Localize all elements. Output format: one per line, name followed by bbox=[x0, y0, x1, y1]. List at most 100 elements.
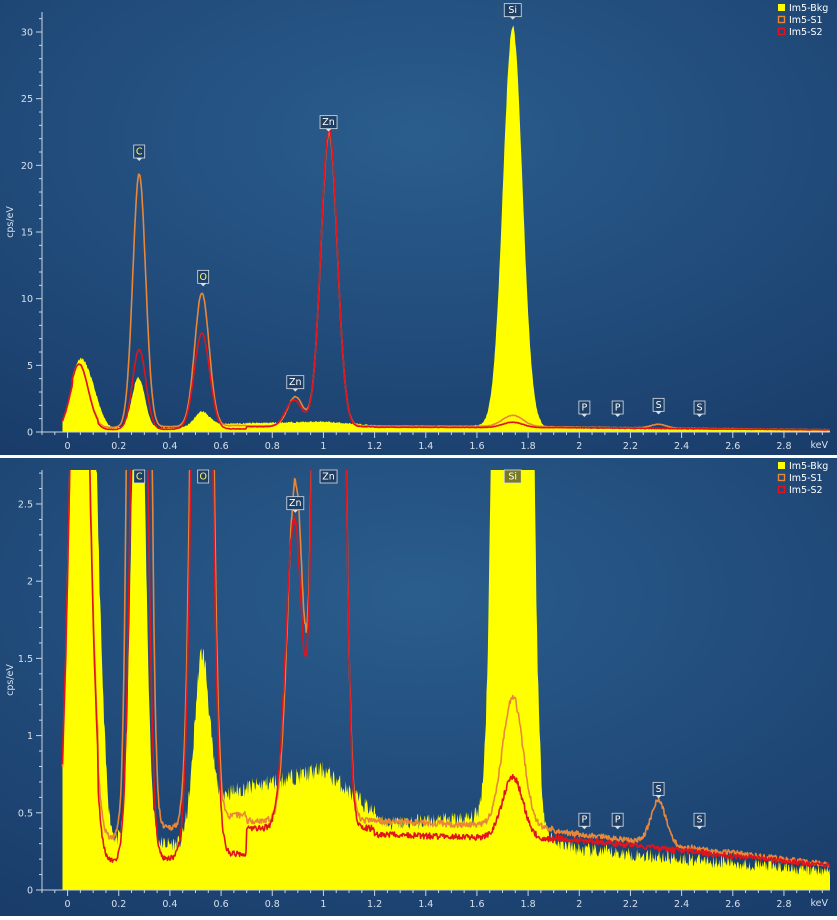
legend-item[interactable]: Im5-S2 bbox=[777, 27, 823, 38]
spectrum-panel-zoomed: 0 0.2 0.4 0.6 0.8 1 1.2 1.4 1.6 1.8 2 2.2 2.4 2.6 2.8 k… bbox=[0, 458, 837, 916]
peak-marker-zn[interactable]: Zn bbox=[286, 375, 305, 392]
peak-marker-zn[interactable]: Zn bbox=[286, 496, 305, 513]
peak-marker-label: S bbox=[656, 784, 662, 795]
x-tick-label: 0.4 bbox=[162, 441, 177, 452]
y-tick-label: 2 bbox=[27, 577, 33, 588]
spectrum-chart-bottom: 0 0.2 0.4 0.6 0.8 1 1.2 1.4 1.6 1.8 2 2.2 2.4 2.6 2.8 k… bbox=[0, 458, 837, 916]
x-tick-label: 2.2 bbox=[623, 899, 638, 910]
y-tick-label: 25 bbox=[21, 94, 33, 105]
peak-marker-s[interactable]: S bbox=[652, 397, 665, 415]
peak-marker-o[interactable]: O bbox=[197, 269, 210, 287]
x-tick-label: 1 bbox=[320, 441, 326, 452]
y-tick-label: 0 bbox=[27, 428, 33, 439]
y-tick-label: 1 bbox=[27, 731, 33, 742]
x-tick-label: 0.8 bbox=[265, 441, 280, 452]
x-tick-label: 2.8 bbox=[776, 899, 791, 910]
series-im5-s2 bbox=[61, 470, 830, 869]
peak-marker-label: O bbox=[199, 272, 206, 283]
peak-marker-label: S bbox=[697, 403, 703, 414]
series-im5-s1 bbox=[61, 470, 830, 868]
legend-label: Im5-S1 bbox=[789, 473, 823, 484]
peak-marker-o[interactable]: O bbox=[197, 469, 210, 484]
legend-item[interactable]: Im5-S2 bbox=[777, 485, 823, 496]
peak-marker-s[interactable]: S bbox=[652, 781, 665, 799]
peak-marker-p[interactable]: P bbox=[611, 812, 624, 830]
peak-marker-s[interactable]: S bbox=[693, 812, 706, 830]
legend-item[interactable]: Im5-S1 bbox=[777, 473, 823, 484]
peak-marker-label: Si bbox=[508, 5, 517, 16]
y-tick-label: 15 bbox=[21, 228, 33, 239]
x-tick-label: 1.6 bbox=[469, 441, 484, 452]
legend-label: Im5-Bkg bbox=[789, 3, 828, 14]
y-tick-label: 1.5 bbox=[18, 654, 33, 665]
x-tick-label: 2.8 bbox=[776, 441, 791, 452]
x-tick-label: 1.2 bbox=[367, 899, 382, 910]
peak-marker-label: Zn bbox=[289, 377, 302, 388]
peak-marker-zn[interactable]: Zn bbox=[319, 469, 338, 484]
y-tick-label: 2.5 bbox=[18, 499, 33, 510]
x-tick-label: 2.4 bbox=[674, 441, 689, 452]
series-im5-bkg bbox=[62, 25, 830, 432]
legend-item[interactable]: Im5-Bkg bbox=[778, 461, 828, 472]
legend-label: Im5-Bkg bbox=[789, 461, 828, 472]
x-tick-label: 0.8 bbox=[265, 899, 280, 910]
peak-marker-label: P bbox=[582, 815, 588, 826]
peak-marker-s[interactable]: S bbox=[693, 400, 706, 417]
peak-marker-label: S bbox=[656, 400, 662, 411]
peak-marker-zn[interactable]: Zn bbox=[319, 115, 338, 132]
x-tick-label: 2 bbox=[576, 899, 582, 910]
x-tick-label: 2.2 bbox=[623, 441, 638, 452]
y-tick-label: 5 bbox=[27, 361, 33, 372]
peak-marker-si[interactable]: Si bbox=[503, 3, 522, 20]
series-im5-s2 bbox=[61, 127, 830, 431]
x-tick-label: 0 bbox=[65, 441, 71, 452]
x-tick-label: 0.4 bbox=[162, 899, 177, 910]
x-tick-label: 1.4 bbox=[418, 441, 433, 452]
y-tick-label: 20 bbox=[21, 161, 33, 172]
legend-item[interactable]: Im5-Bkg bbox=[778, 3, 828, 14]
peak-marker-label: P bbox=[615, 815, 621, 826]
y-tick-label: 0.5 bbox=[18, 808, 33, 819]
x-tick-label: 2.4 bbox=[674, 899, 689, 910]
peak-marker-si[interactable]: Si bbox=[503, 469, 522, 484]
series-im5-bkg bbox=[62, 470, 830, 890]
peak-marker-label: O bbox=[199, 472, 206, 483]
x-tick-label: 2.6 bbox=[725, 441, 740, 452]
peak-marker-p[interactable]: P bbox=[578, 400, 591, 417]
x-tick-label: 1 bbox=[320, 899, 326, 910]
x-tick-label: 0.2 bbox=[111, 441, 126, 452]
peak-marker-label: C bbox=[136, 472, 143, 483]
x-tick-label: 1.4 bbox=[418, 899, 433, 910]
peak-marker-c[interactable]: C bbox=[133, 144, 146, 161]
peak-marker-c[interactable]: C bbox=[133, 469, 146, 484]
legend-label: Im5-S2 bbox=[789, 485, 823, 496]
y-tick-label: 0 bbox=[27, 886, 33, 897]
legend-item[interactable]: Im5-S1 bbox=[777, 15, 823, 26]
x-tick-label: 2 bbox=[576, 441, 582, 452]
peak-marker-label: P bbox=[615, 403, 621, 414]
x-tick-label: 0.6 bbox=[214, 441, 229, 452]
plot-background bbox=[0, 0, 837, 455]
x-tick-label: 2.6 bbox=[725, 899, 740, 910]
spectrum-panel-full-scale: 0 0.2 0.4 0.6 0.8 1 1.2 1.4 1.6 1.8 2 2.2 2.4 2.6 2.8 k… bbox=[0, 0, 837, 455]
y-axis-label: cps/eV bbox=[5, 206, 16, 238]
peak-marker-label: Zn bbox=[289, 498, 302, 509]
peak-marker-p[interactable]: P bbox=[611, 400, 624, 417]
legend-label: Im5-S1 bbox=[789, 15, 823, 26]
peak-marker-label: C bbox=[136, 147, 143, 158]
peak-marker-label: Zn bbox=[322, 117, 335, 128]
peak-marker-label: S bbox=[697, 815, 703, 826]
peak-marker-label: Zn bbox=[322, 472, 335, 483]
peak-marker-p[interactable]: P bbox=[578, 812, 591, 830]
x-axis-label: keV bbox=[810, 898, 828, 909]
x-tick-label: 1.6 bbox=[469, 899, 484, 910]
x-tick-label: 1.2 bbox=[367, 441, 382, 452]
legend-label: Im5-S2 bbox=[789, 27, 823, 38]
x-tick-label: 1.8 bbox=[521, 899, 536, 910]
y-axis-label: cps/eV bbox=[5, 664, 16, 696]
y-tick-label: 10 bbox=[21, 294, 33, 305]
peak-marker-label: P bbox=[582, 403, 588, 414]
